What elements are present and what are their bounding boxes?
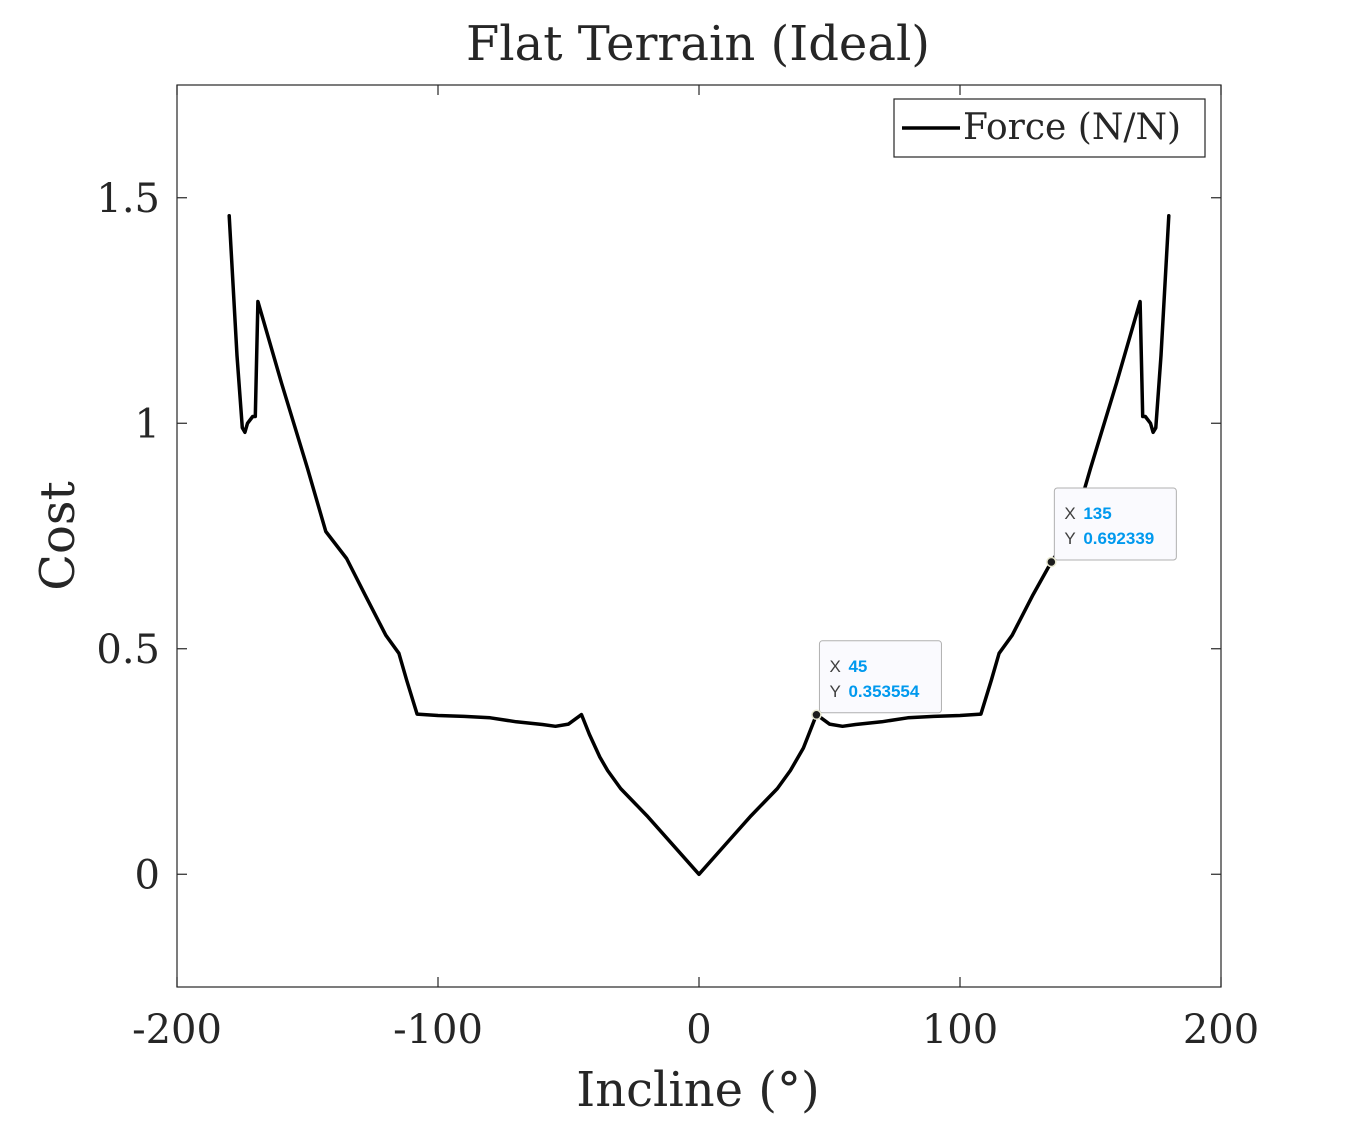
y-axis-tick-labels: 0 0.5 1 1.5: [96, 176, 160, 899]
y-tick-label: 1: [135, 401, 160, 447]
datatip-marker[interactable]: [811, 709, 822, 721]
axis-ticks: [176, 85, 1222, 987]
x-tick-label: 200: [1183, 1007, 1259, 1053]
legend[interactable]: Force (N/N): [893, 98, 1206, 158]
x-axis-tick-labels: -200 -100 0 100 200: [132, 1007, 1259, 1053]
datatip-value: 0.353554: [848, 682, 919, 701]
datatip-value: 45: [848, 657, 867, 676]
x-tick-label: 100: [922, 1007, 998, 1053]
plot-area[interactable]: [176, 84, 1222, 988]
y-tick-label: 1.5: [96, 176, 160, 222]
datatip-box: [1053, 487, 1177, 561]
datatip-value: 0.692339: [1083, 529, 1154, 548]
datatip-label: X: [1064, 504, 1075, 523]
x-axis-label: Incline (°): [576, 1062, 820, 1118]
datatip-label: X: [829, 657, 840, 676]
y-tick-label: 0: [135, 852, 160, 898]
y-tick-label: 0.5: [96, 627, 160, 673]
datatip-layer: X 45 Y 0.353554 X 135 Y 0.692339: [811, 487, 1177, 721]
x-tick-label: 0: [686, 1007, 711, 1053]
datatip-marker[interactable]: [1046, 556, 1057, 568]
legend-entry-label: Force (N/N): [963, 107, 1181, 148]
chart-title: Flat Terrain (Ideal): [466, 16, 930, 72]
datatip[interactable]: X 45 Y 0.353554: [811, 640, 942, 721]
x-tick-label: -100: [393, 1007, 483, 1053]
datatip-value: 135: [1083, 504, 1111, 523]
y-axis-label: Cost: [30, 481, 86, 591]
datatip-label: Y: [829, 682, 840, 701]
x-tick-label: -200: [132, 1007, 222, 1053]
datatip-label: Y: [1064, 529, 1075, 548]
datatip-box: [818, 640, 942, 714]
datatip[interactable]: X 135 Y 0.692339: [1046, 487, 1177, 568]
